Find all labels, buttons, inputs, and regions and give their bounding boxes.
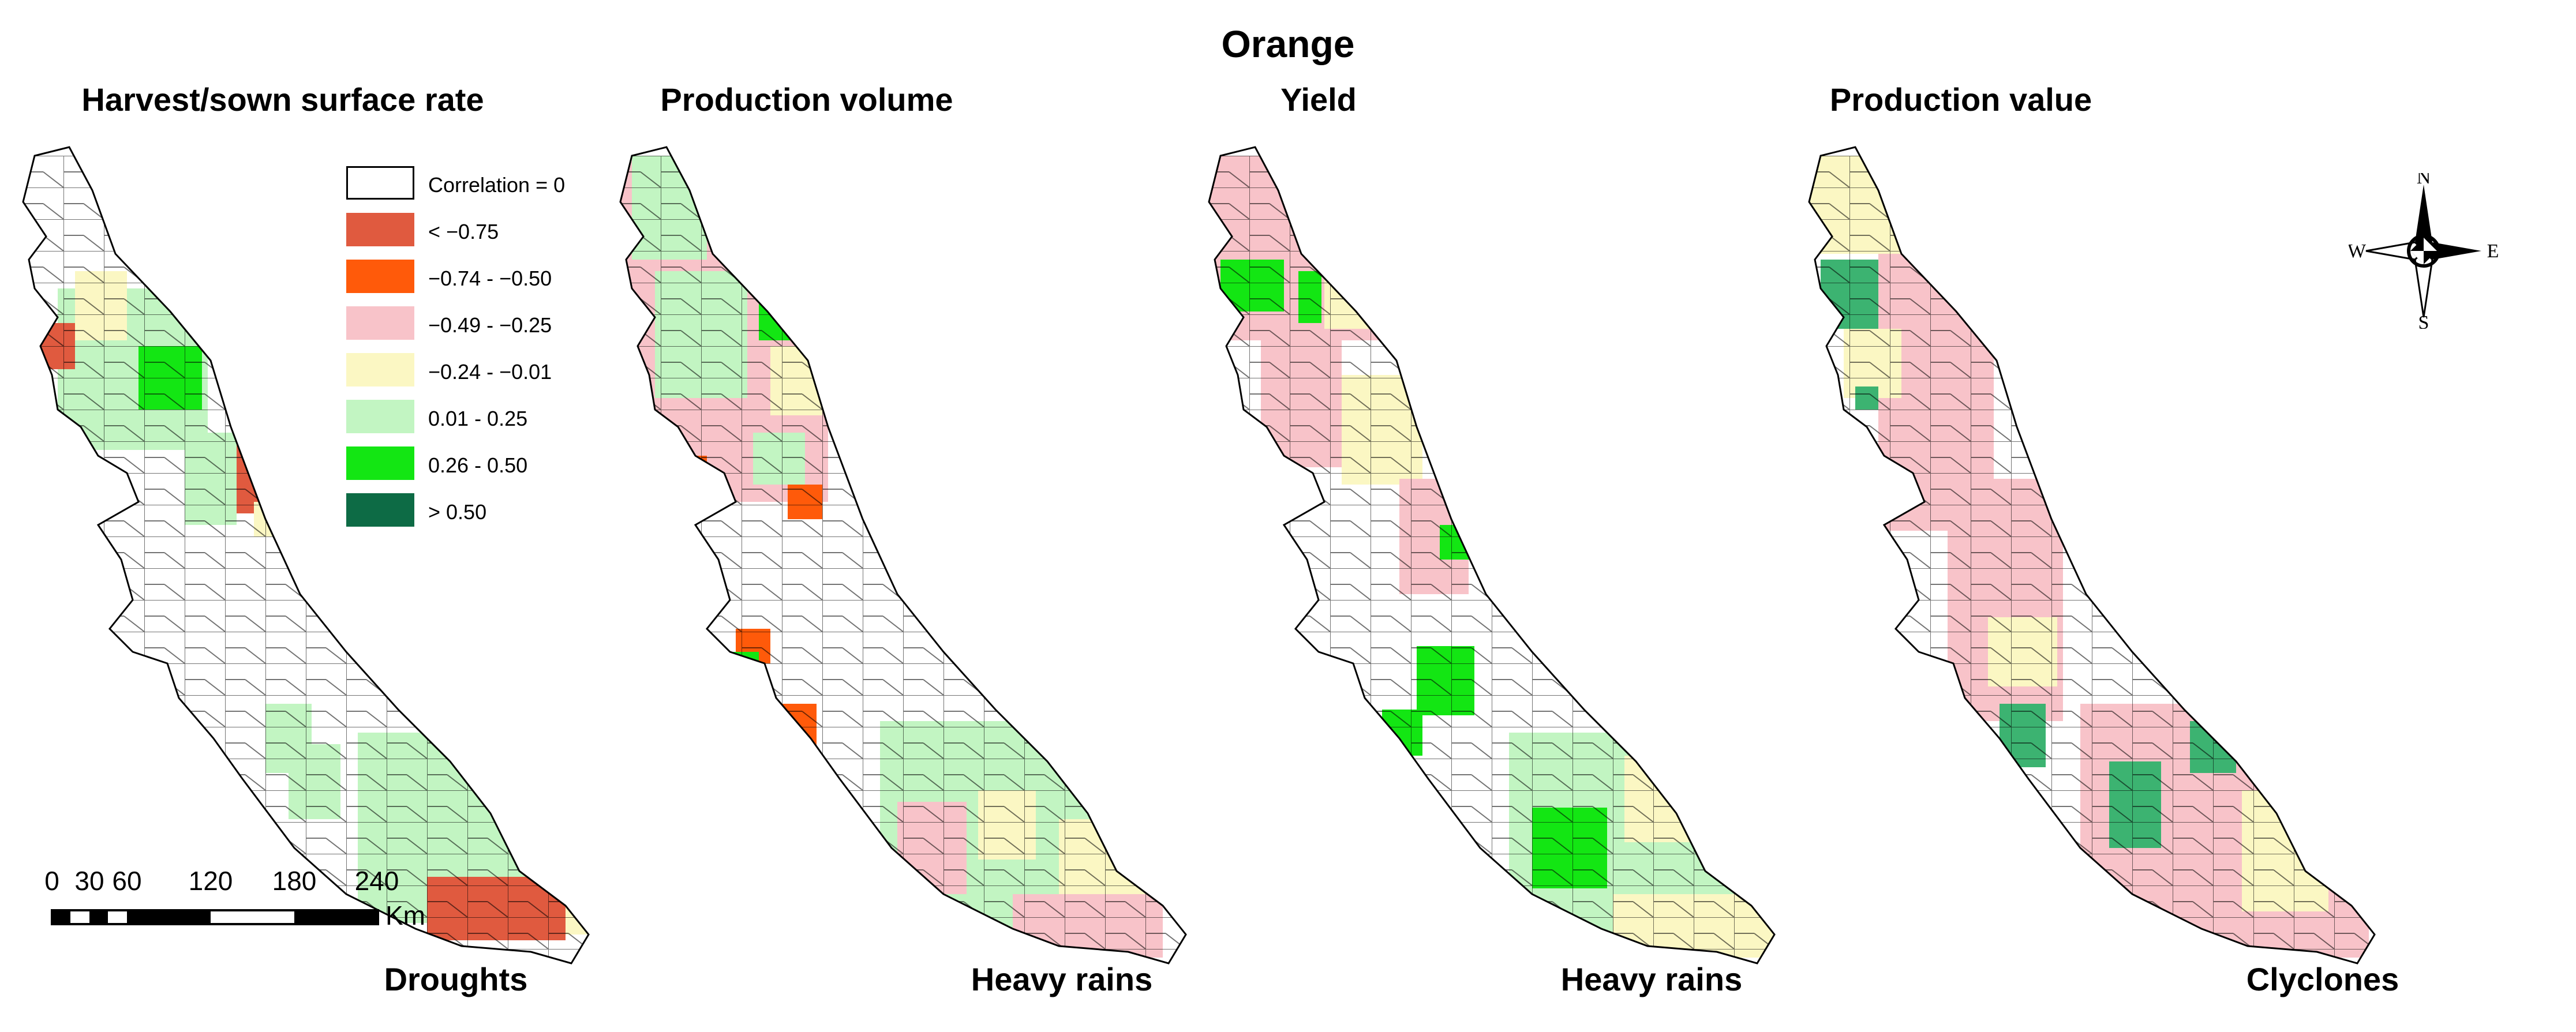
panel-caption-cyclones: Clyclones — [2246, 961, 2399, 997]
legend-label: 0.26 - 0.50 — [428, 453, 528, 477]
legend-item: 0.01 - 0.25 — [346, 400, 635, 434]
compass-e: E — [2487, 241, 2499, 262]
legend-swatch — [346, 306, 414, 340]
north-arrow: N S W E — [2347, 167, 2499, 333]
panel-caption-heavy-rains-1: Heavy rains — [971, 961, 1153, 997]
legend-label: −0.24 - −0.01 — [428, 360, 552, 384]
scale-unit: Km — [385, 900, 425, 930]
legend-item: −0.74 - −0.50 — [346, 260, 635, 294]
legend-item: > 0.50 — [346, 493, 635, 528]
legend-item: −0.24 - −0.01 — [346, 353, 635, 388]
legend-label: Correlation = 0 — [428, 173, 566, 197]
legend-label: −0.49 - −0.25 — [428, 313, 552, 337]
compass-s: S — [2418, 312, 2429, 329]
legend-swatch — [346, 213, 414, 246]
panel-title-production-value: Production value — [1829, 81, 2092, 118]
scale-tick: 60 — [112, 866, 142, 896]
scale-tick: 120 — [188, 866, 233, 896]
legend-item: −0.49 - −0.25 — [346, 306, 635, 341]
legend-swatch — [346, 260, 414, 293]
legend-swatch — [346, 400, 414, 433]
legend-swatch — [346, 353, 414, 386]
legend-swatch — [346, 493, 414, 527]
legend-label: 0.01 - 0.25 — [428, 407, 528, 430]
legend-item: 0.26 - 0.50 — [346, 446, 635, 481]
compass-w: W — [2349, 241, 2367, 262]
panel-caption-droughts: Droughts — [384, 961, 528, 997]
legend-label: −0.74 - −0.50 — [428, 267, 552, 290]
legend-swatch — [346, 446, 414, 480]
map-panel-yield — [1208, 146, 1776, 965]
scale-tick: 180 — [272, 866, 317, 896]
scale-tick: 0 — [44, 866, 59, 896]
legend-label: > 0.50 — [428, 500, 487, 524]
scale-tick: 30 — [74, 866, 104, 896]
legend-label: < −0.75 — [428, 220, 499, 243]
panel-title-harvest: Harvest/sown surface rate — [81, 81, 484, 118]
legend-item: < −0.75 — [346, 213, 635, 247]
panel-title-yield: Yield — [1280, 81, 1357, 118]
legend-swatch — [346, 166, 414, 200]
panel-title-production-volume: Production volume — [660, 81, 953, 118]
scale-tick: 240 — [354, 866, 399, 896]
legend-item: Correlation = 0 — [346, 166, 635, 201]
panel-caption-heavy-rains-2: Heavy rains — [1560, 961, 1743, 997]
scale-bar-graphic — [51, 909, 379, 925]
compass-rose-icon: N S W E — [2347, 167, 2499, 333]
map-panel-production-volume — [619, 146, 1187, 965]
compass-n: N — [2417, 173, 2431, 188]
figure-title: Orange — [1221, 22, 1355, 65]
